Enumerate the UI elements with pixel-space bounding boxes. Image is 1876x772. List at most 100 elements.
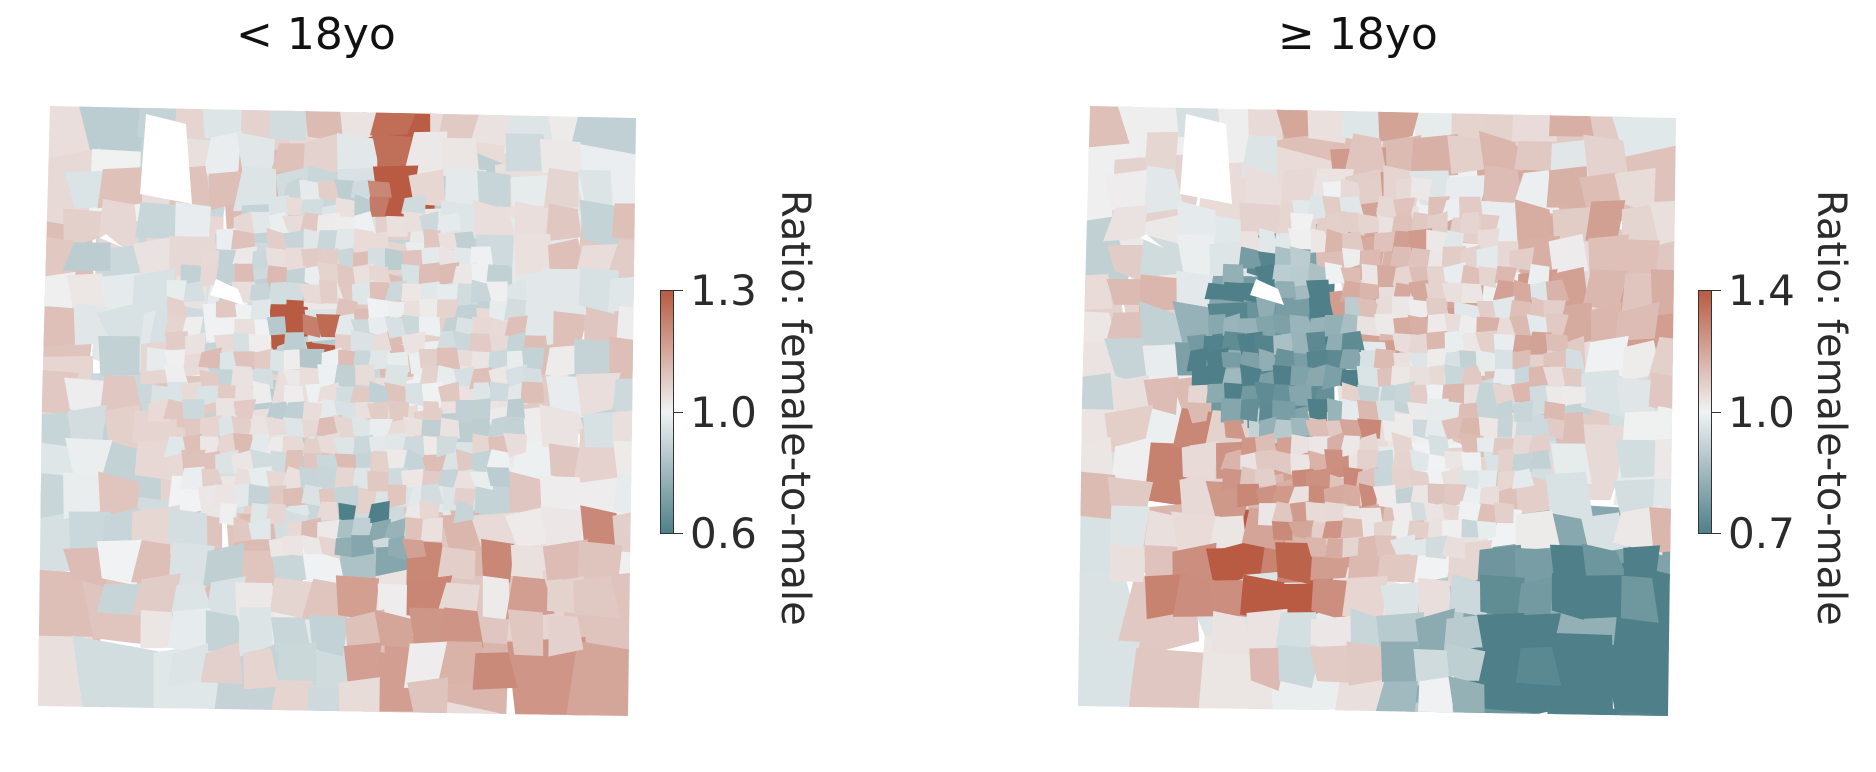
- tract: [1408, 249, 1430, 267]
- tract: [1238, 484, 1260, 506]
- tract: [1479, 471, 1497, 489]
- tract: [1430, 366, 1444, 385]
- tract: [613, 409, 636, 447]
- tract: [613, 204, 636, 239]
- tract: [614, 475, 636, 517]
- tract: [1360, 283, 1379, 300]
- tract: [1531, 282, 1549, 300]
- tract: [181, 467, 204, 488]
- colorbar-tick: [674, 533, 683, 534]
- tract: [487, 468, 509, 487]
- tract-gap: [1180, 114, 1232, 204]
- tract: [1377, 196, 1396, 218]
- tract: [1674, 563, 1676, 652]
- tract: [1410, 450, 1428, 472]
- tract: [317, 502, 337, 519]
- tract: [546, 204, 580, 240]
- colorbar-label: Ratio: female-to-male: [1806, 190, 1866, 650]
- tract: [136, 203, 179, 238]
- tract: [351, 387, 372, 402]
- tract: [1341, 518, 1363, 538]
- tract: [470, 334, 493, 355]
- colorbar-tick: [1712, 412, 1721, 413]
- tract: [251, 300, 271, 319]
- colorbar-label: Ratio: female-to-male: [770, 190, 830, 650]
- tract: [441, 419, 459, 438]
- tract: [286, 198, 302, 215]
- tract: [404, 212, 423, 231]
- tract: [1550, 104, 1593, 136]
- choropleth-map: [36, 104, 636, 724]
- tract: [549, 616, 582, 656]
- tract: [1076, 275, 1112, 309]
- tract: [1188, 386, 1207, 405]
- tract: [1326, 538, 1343, 558]
- tract: [1276, 451, 1291, 474]
- tract: [255, 349, 272, 369]
- tract: [1408, 403, 1428, 421]
- panel-title: < 18yo: [236, 8, 396, 62]
- tract: [1342, 332, 1364, 352]
- choropleth-map: [1076, 104, 1676, 724]
- tract: [339, 678, 379, 723]
- tract: [1256, 450, 1279, 471]
- tract: [161, 716, 243, 724]
- tract: [474, 383, 490, 401]
- colorbar: [1698, 290, 1712, 534]
- tract: [1443, 536, 1465, 558]
- tract: [1480, 487, 1498, 505]
- tract: [289, 711, 374, 724]
- tract: [1462, 284, 1483, 302]
- tract: [1260, 229, 1277, 253]
- tract: [1108, 477, 1152, 508]
- tract: [1461, 213, 1479, 234]
- tract: [1650, 508, 1676, 552]
- tract: [1379, 105, 1420, 141]
- tract: [1411, 178, 1431, 200]
- tract: [1377, 401, 1394, 421]
- tract: [507, 399, 524, 418]
- tract: [419, 263, 441, 284]
- tract: [1107, 313, 1145, 343]
- colorbar-tick-label: 1.3: [690, 270, 757, 312]
- colorbar-tick-label: 1.4: [1728, 270, 1795, 312]
- tract: [424, 402, 440, 422]
- tract: [270, 104, 308, 140]
- tract: [352, 536, 373, 557]
- tract: [1563, 387, 1585, 405]
- tract: [564, 719, 636, 724]
- tract: [408, 678, 447, 718]
- tract: [232, 231, 255, 249]
- tract: [521, 382, 543, 402]
- tract: [271, 681, 312, 719]
- tract: [404, 417, 424, 435]
- tract: [1546, 334, 1567, 353]
- tract: [478, 171, 510, 206]
- tract: [1221, 399, 1242, 423]
- tract: [1428, 484, 1446, 505]
- tract: [1277, 584, 1317, 613]
- tract: [422, 518, 443, 541]
- tract: [1584, 136, 1627, 179]
- tract: [334, 486, 357, 507]
- tract: [1291, 455, 1309, 472]
- tract: [1360, 250, 1380, 266]
- tract: [1477, 351, 1498, 371]
- tract: [249, 519, 270, 538]
- tract: [509, 610, 543, 655]
- colorbar-tick-label: 1.0: [690, 392, 757, 434]
- tract: [1259, 711, 1354, 724]
- tract: [406, 384, 424, 406]
- tract: [1481, 575, 1524, 618]
- tract: [1076, 718, 1138, 724]
- tract: [1343, 249, 1360, 269]
- tract: [1518, 578, 1553, 619]
- tract: [1622, 577, 1658, 622]
- tract: [318, 467, 336, 487]
- tract: [422, 421, 440, 436]
- tract: [283, 536, 303, 555]
- tract: [168, 509, 206, 547]
- tract: [1580, 576, 1627, 619]
- colorbar-tick: [674, 290, 683, 291]
- tract: [1077, 374, 1113, 410]
